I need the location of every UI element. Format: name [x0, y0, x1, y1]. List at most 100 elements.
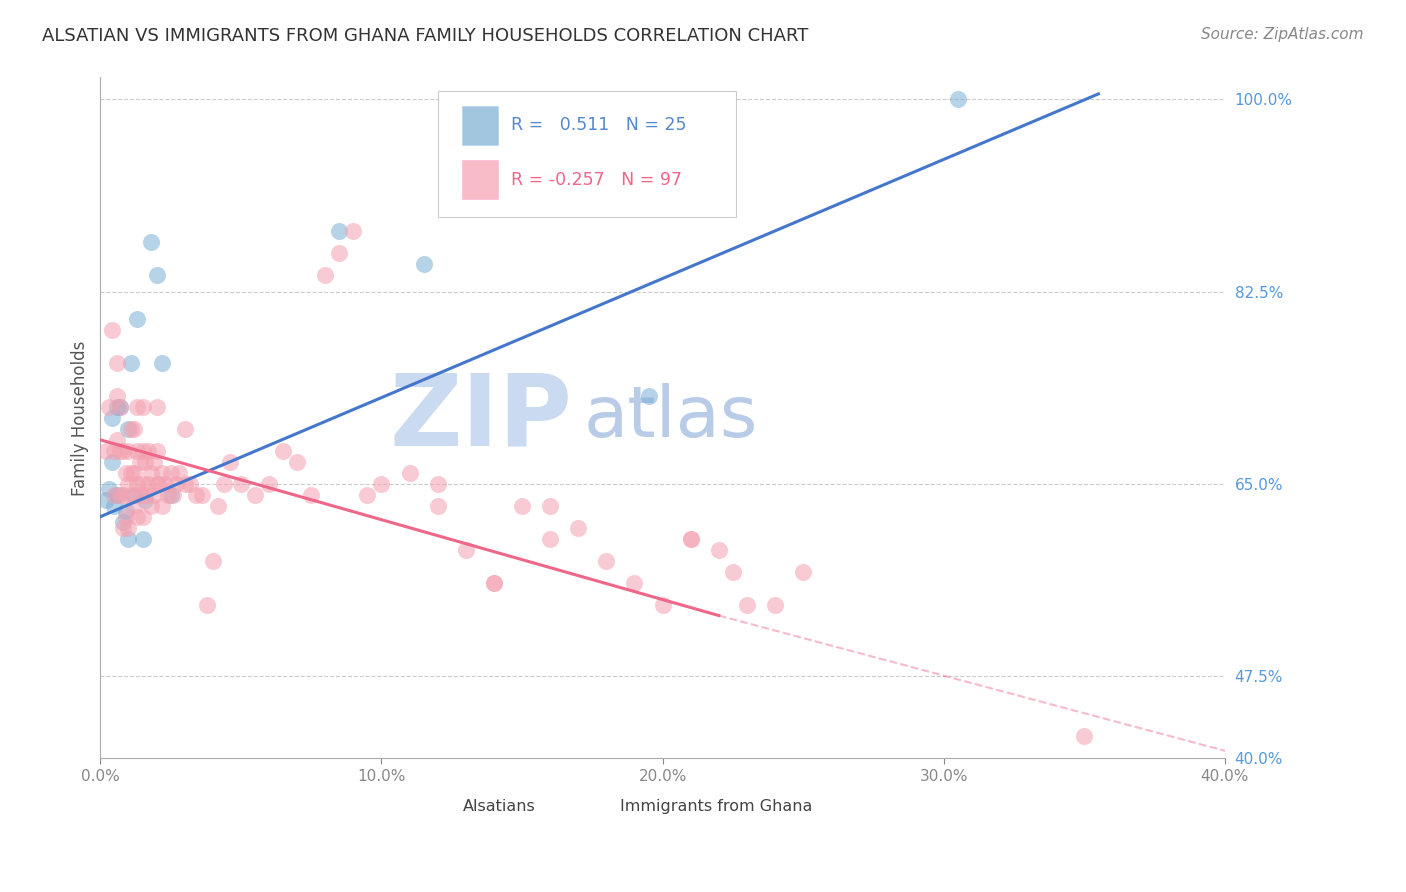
Point — [173, 476, 195, 491]
Point — [139, 499, 162, 513]
Point — [120, 466, 142, 480]
Point — [707, 542, 730, 557]
Point — [111, 515, 134, 529]
Point — [173, 422, 195, 436]
Point — [122, 422, 145, 436]
Point — [454, 542, 477, 557]
Point — [218, 455, 240, 469]
Y-axis label: Family Households: Family Households — [72, 340, 89, 496]
Point — [97, 400, 120, 414]
Point — [145, 268, 167, 282]
Point — [299, 488, 322, 502]
Point — [946, 92, 969, 106]
FancyBboxPatch shape — [571, 793, 613, 821]
Point — [108, 400, 131, 414]
Point — [426, 499, 449, 513]
Point — [117, 476, 139, 491]
FancyBboxPatch shape — [463, 161, 498, 199]
Point — [125, 476, 148, 491]
Point — [100, 455, 122, 469]
Point — [125, 443, 148, 458]
Text: R =   0.511   N = 25: R = 0.511 N = 25 — [510, 116, 686, 134]
Point — [131, 476, 153, 491]
Point — [145, 443, 167, 458]
Point — [1073, 729, 1095, 743]
Point — [356, 488, 378, 502]
Point — [328, 246, 350, 260]
Point — [108, 400, 131, 414]
Point — [637, 389, 659, 403]
Point — [285, 455, 308, 469]
Point — [125, 312, 148, 326]
Point — [229, 476, 252, 491]
Point — [595, 554, 617, 568]
Point — [122, 499, 145, 513]
Point — [190, 488, 212, 502]
Point — [114, 509, 136, 524]
FancyBboxPatch shape — [463, 105, 498, 145]
Point — [142, 488, 165, 502]
Point — [94, 443, 117, 458]
Point — [108, 488, 131, 502]
Point — [131, 509, 153, 524]
FancyBboxPatch shape — [415, 793, 456, 821]
Point — [167, 466, 190, 480]
Point — [201, 554, 224, 568]
Point — [735, 598, 758, 612]
Point — [100, 323, 122, 337]
Point — [117, 443, 139, 458]
Point — [136, 443, 159, 458]
Point — [105, 433, 128, 447]
Point — [131, 532, 153, 546]
Point — [271, 443, 294, 458]
Point — [651, 598, 673, 612]
Text: ZIP: ZIP — [389, 369, 572, 467]
Point — [159, 466, 181, 480]
Point — [139, 466, 162, 480]
Point — [117, 521, 139, 535]
Point — [111, 521, 134, 535]
Point — [111, 443, 134, 458]
Point — [128, 455, 150, 469]
Point — [679, 532, 702, 546]
Point — [538, 532, 561, 546]
Point — [342, 224, 364, 238]
Point — [145, 476, 167, 491]
Point — [207, 499, 229, 513]
Point — [328, 224, 350, 238]
Point — [792, 565, 814, 579]
Point — [131, 443, 153, 458]
Point — [153, 476, 176, 491]
Text: Alsatians: Alsatians — [463, 799, 536, 814]
Point — [179, 476, 201, 491]
Point — [142, 455, 165, 469]
Point — [412, 257, 434, 271]
Text: Immigrants from Ghana: Immigrants from Ghana — [620, 799, 813, 814]
Point — [195, 598, 218, 612]
Point — [117, 422, 139, 436]
Point — [105, 488, 128, 502]
Point — [150, 466, 173, 480]
Point — [103, 499, 125, 513]
Text: Source: ZipAtlas.com: Source: ZipAtlas.com — [1201, 27, 1364, 42]
Point — [128, 488, 150, 502]
Text: R = -0.257   N = 97: R = -0.257 N = 97 — [510, 170, 682, 188]
Point — [114, 466, 136, 480]
Point — [100, 410, 122, 425]
Point — [721, 565, 744, 579]
Point — [103, 443, 125, 458]
Point — [120, 488, 142, 502]
Point — [156, 488, 179, 502]
Point — [482, 575, 505, 590]
Point — [538, 499, 561, 513]
Point — [150, 499, 173, 513]
Point — [184, 488, 207, 502]
Point — [763, 598, 786, 612]
Point — [108, 443, 131, 458]
Point — [139, 235, 162, 249]
Point — [150, 356, 173, 370]
Point — [136, 476, 159, 491]
Point — [114, 504, 136, 518]
Point — [122, 466, 145, 480]
Point — [679, 532, 702, 546]
